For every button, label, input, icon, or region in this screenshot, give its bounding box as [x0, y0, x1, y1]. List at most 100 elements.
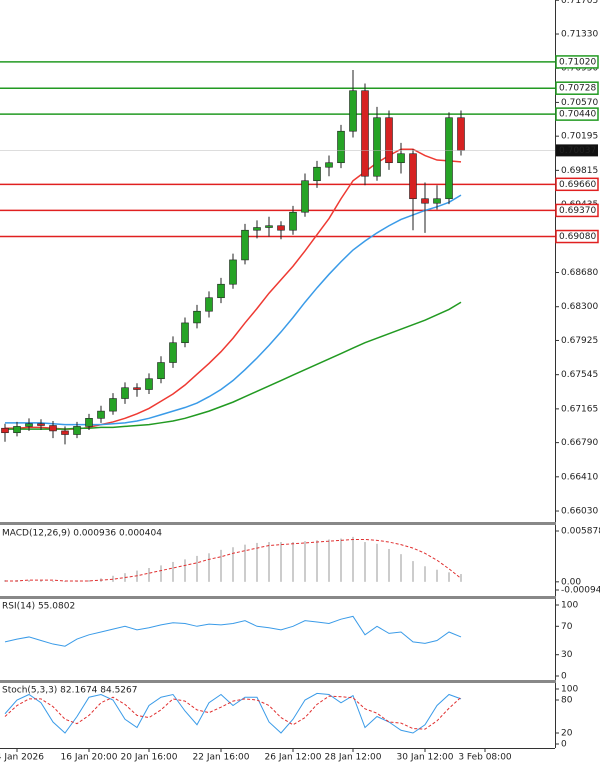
candle-body — [265, 225, 273, 228]
candle-body — [385, 117, 393, 164]
y-tick-label: 20 — [561, 729, 573, 739]
indicator-line — [4, 615, 462, 647]
indicator-line — [5, 538, 462, 582]
candle-body — [109, 398, 117, 412]
candle-body — [325, 162, 333, 168]
y-tick-label: 0.70195 — [561, 132, 598, 142]
level-label: 0.70728 — [559, 84, 596, 94]
level-label: 0.69660 — [559, 180, 596, 190]
x-tick-label: 22 Jan 16:00 — [193, 753, 250, 763]
y-tick-label: 0.67165 — [561, 404, 598, 414]
candle-body — [421, 198, 429, 204]
y-tick-label: 0.68300 — [561, 302, 598, 312]
last-price-box — [556, 144, 598, 157]
y-tick-label: 0.005878 — [561, 527, 600, 537]
y-tick-label: 0.66410 — [561, 472, 598, 482]
level-label-box — [555, 81, 599, 95]
candle-body — [457, 117, 465, 151]
candle-body — [409, 153, 417, 200]
x-tick-label: 16 Jan 20:00 — [61, 753, 118, 763]
level-label-box — [555, 55, 599, 69]
indicator-line — [4, 692, 462, 734]
y-tick-label: 0.00 — [561, 577, 581, 587]
candle-body — [145, 378, 153, 390]
y-tick-label: 70 — [561, 622, 573, 632]
x-tick-label: 14 Jan 2026 — [0, 753, 44, 763]
panel-separator — [0, 522, 556, 525]
y-tick-label: 0 — [561, 672, 567, 682]
candle-body — [1, 427, 9, 434]
y-tick-label: 0.69815 — [561, 166, 598, 176]
candle-body — [289, 211, 297, 231]
x-tick-label: 26 Jan 12:00 — [265, 753, 322, 763]
candle-body — [349, 90, 357, 132]
panel-separator — [0, 680, 556, 683]
candle-body — [37, 423, 45, 426]
y-tick-label: 0.70950 — [561, 64, 598, 74]
candle-body — [229, 259, 237, 285]
y-tick-label: 0.70570 — [561, 98, 598, 108]
candle-body — [313, 166, 321, 182]
candle-body — [337, 130, 345, 164]
candle-body — [361, 90, 369, 177]
candle-body — [253, 227, 261, 231]
level-label: 0.71020 — [559, 57, 596, 67]
y-tick-label: 80 — [561, 696, 573, 706]
indicator-line — [5, 194, 462, 426]
panel-title: RSI(14) 55.0802 — [2, 602, 75, 612]
candle-body — [49, 425, 57, 432]
y-tick-label: 100 — [561, 685, 578, 695]
candle-body — [169, 342, 177, 363]
y-tick-label: 100 — [561, 601, 578, 611]
x-tick-label: 3 Feb 08:00 — [458, 753, 512, 763]
level-label: 0.70440 — [559, 110, 596, 120]
last-price-label: 0.70037 — [559, 146, 596, 156]
y-tick-label: 0 — [561, 740, 567, 750]
candle-body — [193, 310, 201, 324]
candle-body — [73, 426, 81, 435]
level-label-box — [555, 229, 599, 244]
candle-body — [433, 198, 441, 204]
candle-body — [25, 423, 33, 427]
y-tick-label: -0.000945 — [561, 586, 600, 596]
level-label-box — [555, 203, 599, 218]
candle-body — [61, 430, 69, 435]
candle-body — [217, 283, 225, 299]
candle-body — [205, 297, 213, 312]
x-tick-label: 28 Jan 12:00 — [325, 753, 382, 763]
candle-body — [373, 117, 381, 177]
candle-body — [301, 180, 309, 213]
y-tick-label: 0.66030 — [561, 507, 598, 517]
panel-title: MACD(12,26,9) 0.000936 0.000404 — [2, 529, 162, 539]
y-tick-label: 0.67925 — [561, 336, 598, 346]
level-label: 0.69370 — [559, 206, 596, 216]
x-tick-label: 20 Jan 16:00 — [121, 753, 178, 763]
level-label-box — [555, 107, 599, 121]
indicator-line — [5, 301, 462, 430]
candle-body — [13, 426, 21, 434]
x-tick-label: 30 Jan 12:00 — [397, 753, 454, 763]
y-tick-label: 0.68680 — [561, 268, 598, 278]
panel-title: Stoch(5,3,3) 82.1674 84.5267 — [2, 686, 137, 696]
candle-body — [85, 418, 93, 427]
level-label: 0.69080 — [559, 232, 596, 242]
candle-body — [121, 387, 129, 399]
indicator-line — [4, 695, 462, 730]
candle-body — [97, 410, 105, 419]
level-label-box — [555, 177, 599, 192]
y-tick-label: 0.66790 — [561, 438, 598, 448]
candle-body — [445, 117, 453, 200]
candle-body — [133, 387, 141, 390]
panel-separator — [0, 596, 556, 599]
y-tick-label: 30 — [561, 650, 573, 660]
candle-body — [157, 362, 165, 380]
y-tick-label: 0.67545 — [561, 370, 598, 380]
candle-body — [181, 322, 189, 344]
candle-body — [397, 153, 405, 164]
y-tick-label: 0.71705 — [561, 0, 598, 6]
y-tick-label: 0.71330 — [561, 30, 598, 40]
candle-body — [277, 225, 285, 231]
